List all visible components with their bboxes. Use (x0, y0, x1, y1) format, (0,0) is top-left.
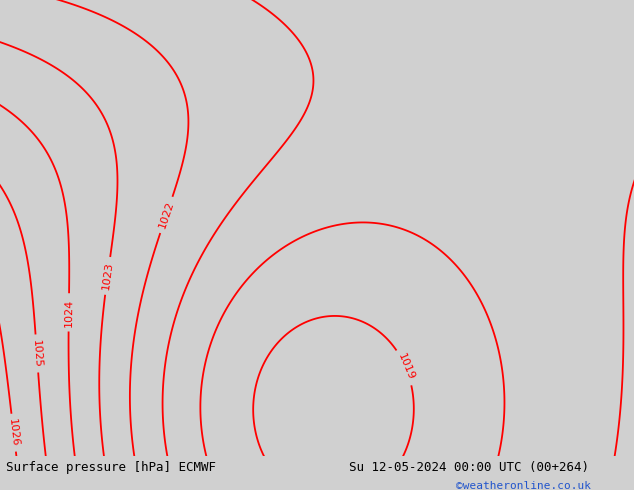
Text: Surface pressure [hPa] ECMWF: Surface pressure [hPa] ECMWF (6, 462, 216, 474)
Text: Su 12-05-2024 00:00 UTC (00+264): Su 12-05-2024 00:00 UTC (00+264) (349, 462, 589, 474)
Text: 1025: 1025 (31, 339, 43, 368)
Text: 1020: 1020 (484, 461, 502, 490)
Text: 1026: 1026 (7, 418, 20, 447)
Text: 1019: 1019 (396, 352, 416, 382)
Text: 1024: 1024 (63, 298, 74, 326)
Text: 1022: 1022 (157, 200, 176, 230)
Text: ©weatheronline.co.uk: ©weatheronline.co.uk (456, 481, 592, 490)
Text: 1023: 1023 (101, 261, 114, 291)
